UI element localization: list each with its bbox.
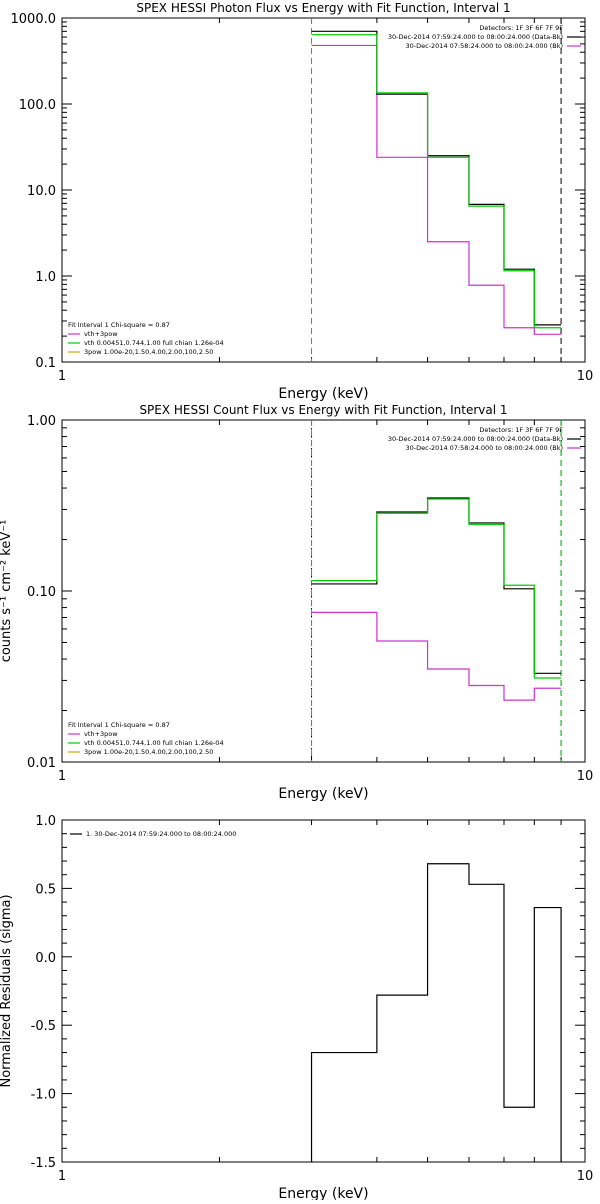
legend-top-right-entry: Detectors: 1F 3F 6F 7F 9F xyxy=(479,24,563,32)
chart-title: SPEX HESSI Photon Flux vs Energy with Fi… xyxy=(136,1,510,15)
y-tick-label: -1.0 xyxy=(31,1088,56,1103)
y-tick-label: 1.00 xyxy=(27,414,56,429)
series-bk xyxy=(311,44,562,335)
x-tick-label: 1 xyxy=(58,369,66,384)
series-vth-3pow xyxy=(311,498,562,679)
series-data-bk xyxy=(311,30,562,326)
plot-frame xyxy=(61,819,586,1163)
x-tick-label: 1 xyxy=(58,1169,66,1184)
legend-top-right-entry: 30-Dec-2014 07:58:24.000 to 08:00:24.000… xyxy=(406,42,564,50)
legend-bottom-left-entry: vth 0.00451,0.744,1.00 full chian 1.26e-… xyxy=(84,739,224,747)
x-ticks xyxy=(61,820,586,1162)
panel-1: 1 10 0.1 1.0 10.0 100.0 1000.0 SPEX HESSI Photo… xyxy=(11,1,594,402)
x-axis-label: Energy (keV) xyxy=(278,1186,368,1200)
x-tick-label: 10 xyxy=(577,1169,594,1184)
y-ticks xyxy=(62,427,585,763)
legend-bottom-left-entry: Fit Interval 1 Chi-square = 0.87 xyxy=(68,321,170,329)
x-tick-label: 1 xyxy=(58,769,66,784)
series-bk xyxy=(311,611,562,701)
x-ticks xyxy=(61,18,586,362)
y-tick-label: 0.10 xyxy=(27,585,56,600)
x-axis-label: Energy (keV) xyxy=(278,786,368,802)
y-tick-label: 0.1 xyxy=(35,356,56,371)
x-ticks xyxy=(61,420,586,762)
series-1-30-dec-2014-07-59-24-000-to-08-00-24-000 xyxy=(310,863,562,1162)
y-axis-label: Normalized Residuals (sigma) xyxy=(0,894,14,1087)
legend-bottom-left-entry: 3pow 1.00e-20,1.50,4.00,2.00,100,2.50 xyxy=(84,748,213,756)
y-tick-label: -1.5 xyxy=(31,1156,56,1171)
y-ticks xyxy=(62,819,585,1163)
y-tick-label: 100.0 xyxy=(19,98,56,113)
y-tick-label: 10.0 xyxy=(27,184,56,199)
legend-top-left-entry: 1. 30-Dec-2014 07:59:24.000 to 08:00:24.… xyxy=(86,830,236,838)
y-ticks xyxy=(62,21,585,363)
legend-top-right-entry: 30-Dec-2014 07:59:24.000 to 08:00:24.000… xyxy=(388,435,563,443)
legend-top-right-entry: 30-Dec-2014 07:58:24.000 to 08:00:24.000… xyxy=(406,444,564,452)
y-tick-label: 1.0 xyxy=(35,270,56,285)
y-tick-label: 1000.0 xyxy=(11,12,57,27)
x-tick-label: 10 xyxy=(577,769,594,784)
panel-2: 1 10 0.01 0.10 1.00 SPEX HESSI Count Flux vs … xyxy=(0,403,593,802)
y-tick-label: -0.5 xyxy=(31,1019,56,1034)
y-tick-label: 0.0 xyxy=(35,951,56,966)
legend-bottom-left-entry: vth+3pow xyxy=(84,330,118,338)
x-tick-label: 10 xyxy=(577,369,594,384)
legend-bottom-left-entry: vth 0.00451,0.744,1.00 full chian 1.26e-… xyxy=(84,339,224,347)
chart-title: SPEX HESSI Count Flux vs Energy with Fit… xyxy=(139,403,507,417)
plot-frame xyxy=(61,419,586,763)
legend-top-right-entry: Detectors: 1F 3F 6F 7F 9F xyxy=(479,426,563,434)
panel-3: 1 10 -1.5 -1.0 -0.5 0.0 0.5 1.0 Energy (keV) Norm… xyxy=(0,814,594,1202)
y-tick-label: 0.5 xyxy=(35,882,56,897)
legend-bottom-left-entry: Fit Interval 1 Chi-square = 0.87 xyxy=(68,721,170,729)
y-tick-label: 0.01 xyxy=(27,756,56,771)
x-axis-label: Energy (keV) xyxy=(278,386,368,402)
series-vth-3pow xyxy=(311,34,562,329)
y-axis-label: counts s⁻¹ cm⁻² keV⁻¹ xyxy=(0,520,14,663)
legend-top-right-entry: 30-Dec-2014 07:59:24.000 to 08:00:24.000… xyxy=(388,33,563,41)
legend-bottom-left-entry: 3pow 1.00e-20,1.50,4.00,2.00,100,2.50 xyxy=(84,348,213,356)
y-tick-label: 1.0 xyxy=(35,814,56,829)
legend-bottom-left-entry: vth+3pow xyxy=(84,730,118,738)
plot-frame xyxy=(61,17,586,363)
